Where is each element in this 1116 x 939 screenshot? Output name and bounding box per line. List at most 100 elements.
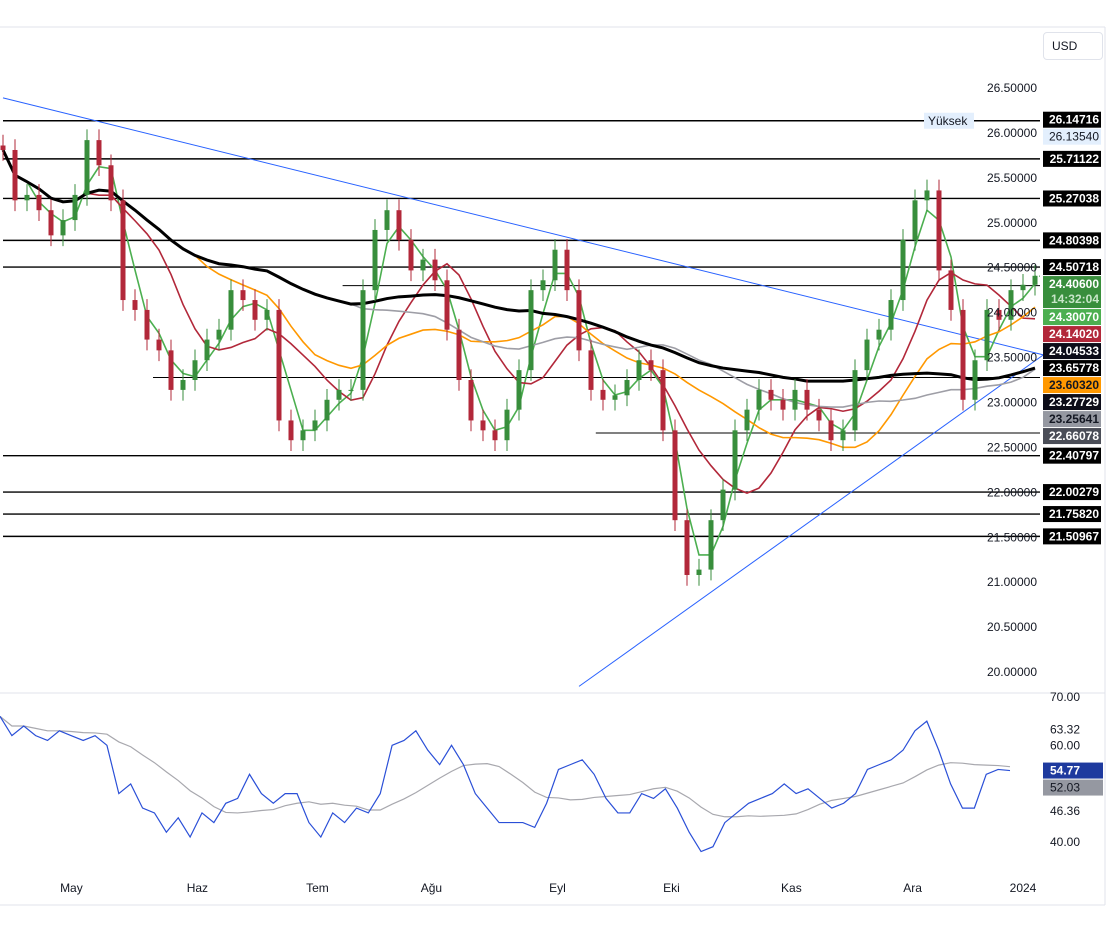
candle [684,509,690,586]
candle-body [516,370,522,410]
candle [996,299,1002,331]
candle-body [168,350,174,390]
candle [756,379,762,421]
candle-body [624,380,630,396]
candle-body [576,290,582,351]
candle-body [912,200,918,240]
candle [276,299,282,432]
countdown-label: 14:32:04 [1051,292,1099,306]
candle-body [264,309,270,320]
candle-body [852,370,858,431]
candle-body [552,249,558,281]
candle [528,279,534,381]
candle-body [96,140,102,166]
candle-body [324,399,330,421]
price-label-box [1043,276,1101,309]
price-label-box [1043,343,1101,360]
candle-body [36,194,42,211]
candle-body [432,259,438,281]
candle [888,289,894,341]
candle [540,269,546,301]
candle-body [108,165,114,201]
price-label-box [1043,190,1101,207]
price-tick-label: 24.50000 [987,261,1037,275]
candle [984,299,990,372]
date-axis-label: Tem [306,881,329,895]
candle [660,359,666,442]
candle-body [24,194,30,201]
price-tick-label: 22.50000 [987,440,1037,454]
candle [36,184,42,221]
price-label: 24.04533 [1049,344,1099,358]
candle-body [360,290,366,390]
candle-body [888,300,894,330]
price-label: 23.25641 [1049,412,1099,426]
candle [1020,273,1026,301]
candle-body [732,430,738,490]
candle [552,238,558,292]
candle-body [336,389,342,400]
candle-body [12,149,18,201]
price-label-box [1043,150,1101,167]
price-label: 23.65778 [1049,361,1099,375]
candle [744,398,750,442]
candle [384,199,390,241]
candle-body [924,190,930,201]
candle-body [156,339,162,351]
candle [84,129,90,206]
candle [228,279,234,341]
date-axis-label: Ağu [421,881,442,895]
candle-body [480,420,486,431]
price-label: 24.14020 [1049,327,1099,341]
price-label: 24.80398 [1049,233,1099,247]
price-tick-label: 20.50000 [987,620,1037,634]
price-label-box [1043,360,1101,377]
candle [156,328,162,362]
candle [312,409,318,442]
candle [576,279,582,362]
price-tick-label: 21.50000 [987,530,1037,544]
candle-body [588,350,594,390]
candle [972,349,978,411]
candle-body [276,309,282,421]
candle [324,388,330,432]
currency-button[interactable]: USD [1043,32,1103,60]
candle-body [228,290,234,330]
candle-body [288,420,294,441]
price-label-box [1043,411,1101,428]
price-label: 23.60320 [1049,378,1099,392]
candle [564,238,570,301]
candle [648,349,654,381]
price-label-box [1043,259,1101,276]
candle-body [792,389,798,410]
candle-body [240,290,246,301]
candle [876,318,882,351]
candle [672,419,678,531]
candle [924,179,930,212]
rsi-tick-label: 63.32 [1050,722,1080,736]
price-label-box [1043,128,1101,145]
candle-body [564,249,570,291]
candle-body [648,360,654,371]
candle [132,289,138,321]
candle-body [900,239,906,301]
rsi-line [0,716,1011,853]
candle-body [1008,290,1014,320]
candle-body [996,309,1002,320]
candle [840,419,846,451]
rsi-tick-label: 70.00 [1050,690,1080,704]
price-tick-label: 21.00000 [987,575,1037,589]
candle-body [720,489,726,521]
candle [1008,279,1014,331]
price-tick-label: 24.00000 [987,306,1037,320]
candle-body [0,145,6,150]
date-axis-label: 2024 [1010,881,1037,895]
rsi-label-box [1043,779,1103,796]
candle [72,184,78,231]
date-axis-label: Kas [781,881,802,895]
candle [792,379,798,421]
candle [24,184,30,212]
candle-body [60,220,66,236]
